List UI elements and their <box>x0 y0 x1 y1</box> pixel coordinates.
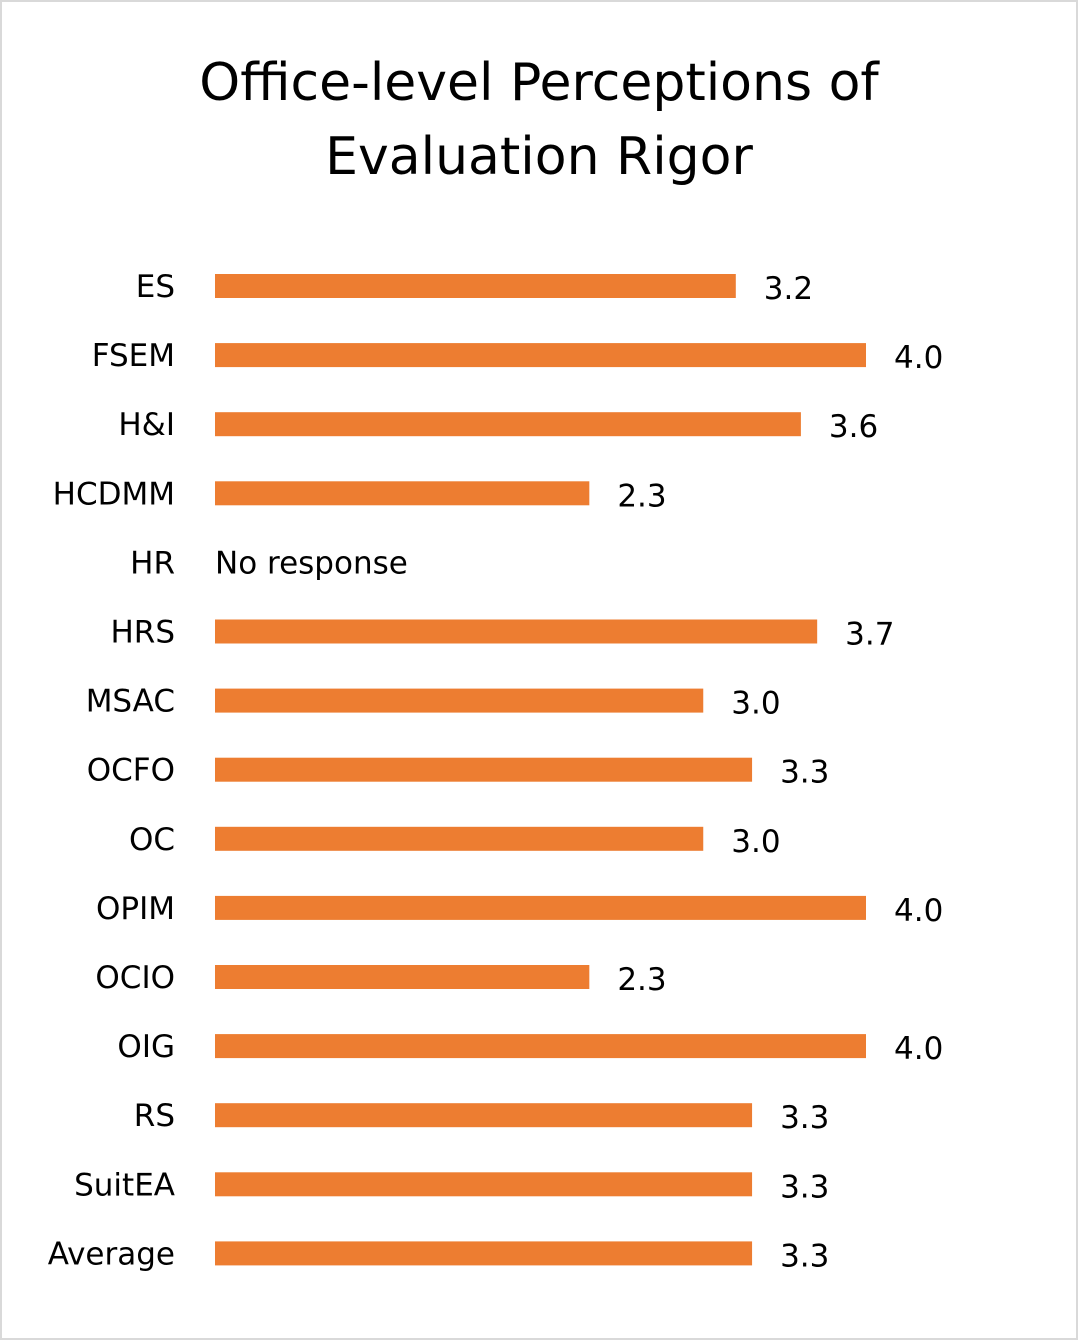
bars-layer: ES 3.2 FSEM 4.0 H&I 3.6 HCDMM 2.3 HR No response H… <box>48 269 944 1274</box>
category-label-h-i: H&I <box>118 407 175 443</box>
data-label-msac: 3.0 <box>731 686 780 722</box>
bar-fsem <box>215 343 866 368</box>
category-label-es: ES <box>136 269 175 305</box>
data-label-es: 3.2 <box>764 271 813 307</box>
chart-title: Office-level Perceptions of Evaluation R… <box>199 53 879 187</box>
data-label-fsem: 4.0 <box>894 340 943 376</box>
data-label-oig: 4.0 <box>894 1031 943 1067</box>
category-label-rs: RS <box>134 1098 175 1134</box>
data-label-average: 3.3 <box>780 1238 829 1274</box>
bar-oc <box>215 826 704 851</box>
bar-es <box>215 274 736 298</box>
category-label-ocio: OCIO <box>95 960 175 996</box>
data-label-opim: 4.0 <box>894 893 943 929</box>
bar-h-i <box>215 412 801 437</box>
bar-rs <box>215 1103 753 1128</box>
data-label-ocfo: 3.3 <box>780 755 829 791</box>
data-label-hrs: 3.7 <box>845 617 894 653</box>
category-label-suitea: SuitEA <box>74 1167 175 1203</box>
bar-ocfo <box>215 757 753 782</box>
data-label-hcdmm: 2.3 <box>617 478 666 514</box>
data-label-ocio: 2.3 <box>617 962 666 998</box>
category-label-msac: MSAC <box>86 684 175 720</box>
bar-hcdmm <box>215 481 590 506</box>
data-label-suitea: 3.3 <box>780 1169 829 1205</box>
bar-opim <box>215 895 866 920</box>
category-label-opim: OPIM <box>96 891 175 927</box>
category-label-ocfo: OCFO <box>87 753 175 789</box>
category-label-average: Average <box>48 1236 175 1272</box>
bar-msac <box>215 688 704 713</box>
data-label-h-i: 3.6 <box>829 409 878 445</box>
data-label-oc: 3.0 <box>731 824 780 860</box>
bar-ocio <box>215 965 590 989</box>
bar-average <box>215 1241 753 1266</box>
data-label-hr: No response <box>215 545 408 581</box>
bar-oig <box>215 1034 866 1059</box>
bar-suitea <box>215 1172 753 1197</box>
bar-hrs <box>215 619 818 644</box>
category-label-oig: OIG <box>117 1029 175 1065</box>
category-label-hcdmm: HCDMM <box>53 476 175 512</box>
category-label-oc: OC <box>129 822 175 858</box>
category-label-fsem: FSEM <box>92 338 175 374</box>
category-label-hrs: HRS <box>110 615 175 651</box>
data-label-rs: 3.3 <box>780 1100 829 1136</box>
category-label-hr: HR <box>130 545 175 581</box>
